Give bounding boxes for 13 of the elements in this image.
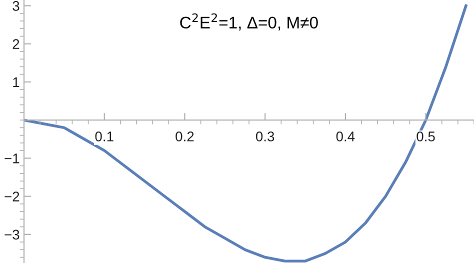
x-tick-label: 0.3: [256, 132, 274, 142]
y-tick-label: 1: [13, 77, 20, 87]
text: C$^{2}$E$^{2}$=1, Δ=0, M≠0: [180, 13, 318, 30]
x-tick-label: 0.2: [176, 132, 194, 142]
y-tick-label: 2: [12, 39, 20, 49]
x-tick-label: 0.1: [95, 132, 114, 142]
line-series: [24, 4, 468, 262]
y-tick-label: −1: [4, 154, 20, 164]
y-tick-label: −2: [4, 192, 20, 202]
y-tick-label: 3: [12, 1, 20, 11]
x-tick-label: 0.5: [416, 132, 435, 142]
y-tick-label: −3: [4, 230, 20, 240]
x-tick-label: 0.4: [336, 132, 355, 142]
